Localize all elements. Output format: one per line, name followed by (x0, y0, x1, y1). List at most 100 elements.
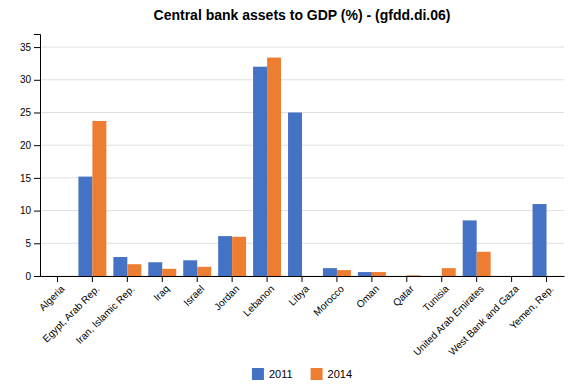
y-tick-label: 10 (20, 205, 32, 216)
x-tick-mark (302, 276, 303, 282)
bar (372, 272, 386, 276)
x-tick-label: Israel (181, 283, 206, 308)
y-tick-mark (34, 243, 40, 244)
x-tick-mark (197, 276, 198, 282)
bar (78, 177, 92, 276)
chart: 05101520253035AlgeriaEgypt, Arab Rep.Ira… (0, 0, 576, 388)
bar (393, 276, 407, 277)
y-tick-label: 35 (20, 42, 32, 53)
x-tick: Morocco (311, 276, 346, 318)
bar-series (78, 67, 546, 276)
y-tick: 5 (25, 238, 40, 249)
x-tick-mark (511, 276, 512, 282)
x-tick-label: Oman (354, 283, 381, 310)
x-tick: Algeria (37, 276, 67, 313)
bar (232, 237, 246, 276)
x-tick-mark (336, 276, 337, 282)
legend-swatch (252, 368, 264, 380)
bar (477, 252, 491, 276)
x-tick-label: Morocco (311, 283, 346, 318)
bar (148, 262, 162, 276)
bar (358, 272, 372, 276)
y-tick-label: 15 (20, 173, 32, 184)
bar (113, 257, 127, 276)
x-tick: Qatar (391, 276, 417, 309)
y-tick-label: 5 (25, 238, 31, 249)
grid-line (40, 47, 564, 48)
x-tick: Yemen, Rep. (507, 276, 555, 331)
x-tick-mark (546, 276, 547, 282)
y-tick-label: 20 (20, 140, 32, 151)
bar (547, 276, 561, 277)
y-tick-label: 30 (20, 74, 32, 85)
x-tick-mark (162, 276, 163, 282)
grid (40, 47, 564, 276)
bar (267, 58, 281, 276)
x-tick: Lebanon (241, 276, 276, 318)
bar (127, 264, 141, 276)
bar-series (92, 58, 490, 276)
y-tick-label: 25 (20, 107, 32, 118)
x-tick: Israel (181, 276, 206, 308)
x-tick: Jordan (212, 276, 241, 312)
bar (323, 268, 337, 276)
bar (288, 112, 302, 276)
y-tick: 15 (20, 173, 40, 184)
x-tick: Tunisia (421, 276, 452, 313)
y-axis-line (34, 35, 41, 277)
y-tick-mark (34, 145, 40, 146)
y-tick: 25 (20, 107, 40, 118)
bar (533, 204, 547, 276)
x-tick: Iraq (151, 276, 171, 303)
x-tick-label: Algeria (37, 283, 67, 313)
y-tick: 35 (20, 42, 40, 53)
x-tick: Libya (287, 276, 312, 308)
x-tick-mark (92, 276, 93, 282)
x-tick: United Arab Emirates (411, 276, 486, 358)
y-tick: 20 (20, 140, 40, 151)
legend-label: 2011 (269, 368, 293, 380)
x-tick-label: Qatar (391, 283, 417, 309)
y-tick: 0 (25, 271, 40, 282)
y-tick-mark (34, 211, 40, 212)
y-tick-mark (34, 47, 40, 48)
x-tick: Oman (354, 276, 381, 310)
y-tick-mark (34, 112, 40, 113)
x-tick-label: Iran, Islamic Rep. (74, 283, 137, 346)
bar (302, 276, 316, 277)
bar (337, 270, 351, 276)
bar (43, 276, 57, 277)
bar (57, 276, 71, 277)
title: Central bank assets to GDP (%) - (gfdd.d… (154, 7, 451, 23)
x-axis: AlgeriaEgypt, Arab Rep.Iran, Islamic Rep… (37, 276, 565, 358)
legend-item: 2011 (252, 368, 293, 380)
legend-item: 2014 (311, 368, 352, 380)
y-tick-mark (34, 276, 40, 277)
grid-line (40, 79, 564, 80)
x-tick-label: Tunisia (421, 283, 452, 314)
y-axis: 0 5 10 15 20 25 30 35 (20, 35, 41, 282)
bar (162, 269, 176, 276)
y-tick: 10 (20, 205, 40, 216)
x-tick-label: Iraq (151, 283, 171, 303)
x-tick-label: Jordan (212, 283, 241, 312)
y-tick-label: 0 (25, 271, 31, 282)
x-tick-label: Libya (287, 283, 312, 308)
legend-label: 2014 (328, 368, 352, 380)
bar (442, 268, 456, 276)
bar (253, 67, 267, 276)
legend-swatch (311, 368, 323, 380)
bar (183, 260, 197, 276)
x-tick-mark (57, 276, 58, 282)
x-tick-mark (441, 276, 442, 282)
x-tick-label: Lebanon (241, 283, 276, 318)
x-tick: Iran, Islamic Rep. (74, 276, 137, 346)
x-tick-label: Egypt, Arab Rep. (40, 283, 101, 344)
plot: 05101520253035AlgeriaEgypt, Arab Rep.Ira… (20, 35, 565, 358)
x-tick-mark (267, 276, 268, 282)
bar (463, 220, 477, 276)
y-tick-mark (34, 80, 40, 81)
bar (92, 121, 106, 276)
bar (512, 276, 526, 277)
x-tick-mark (476, 276, 477, 282)
